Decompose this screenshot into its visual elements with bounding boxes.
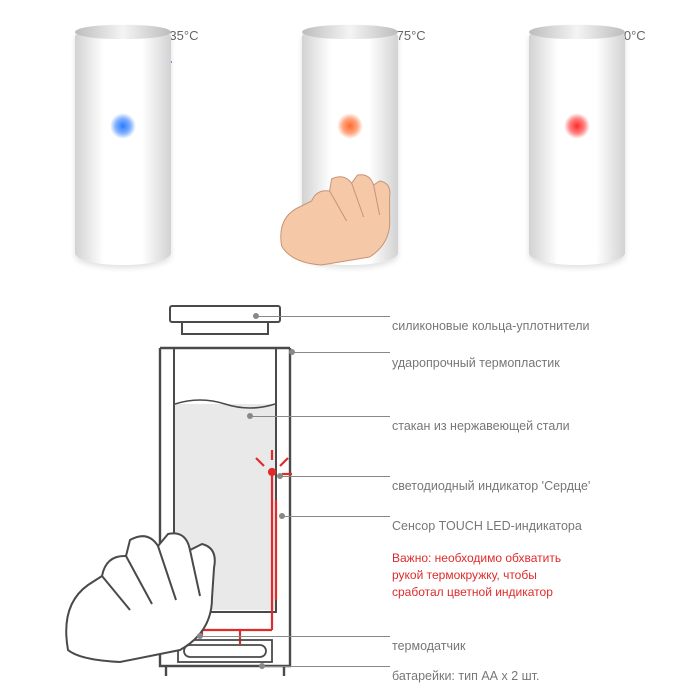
leader-dot <box>289 349 295 355</box>
top-temperature-row: 0°C~35°C 35°C~75°C 75°C~90°C <box>0 0 700 300</box>
diagram-hand-icon <box>60 500 250 670</box>
leader-dot <box>259 663 265 669</box>
label-led: светодиодный индикатор 'Сердце' <box>392 478 590 496</box>
leader-line <box>292 352 390 353</box>
led-dot-warm <box>337 113 363 139</box>
mug-cold <box>18 25 228 265</box>
leader-dot <box>279 513 285 519</box>
leader-line <box>282 516 390 517</box>
led-dot-hot <box>564 113 590 139</box>
label-thermo: термодатчик <box>392 638 465 656</box>
cutaway-diagram: силиконовые кольца-уплотнители ударопроч… <box>0 300 700 700</box>
leader-line <box>256 316 390 317</box>
led-dot-cold <box>110 113 136 139</box>
cylinder <box>75 25 171 265</box>
leader-dot <box>253 313 259 319</box>
leader-dot <box>247 413 253 419</box>
leader-line <box>250 416 390 417</box>
leader-dot <box>197 633 203 639</box>
label-important: Важно: необходимо обхватить рукой термок… <box>392 550 561 600</box>
cylinder <box>302 25 398 265</box>
label-steel: стакан из нержавеющей стали <box>392 418 570 436</box>
label-sensor: Сенсор TOUCH LED-индикатора <box>392 518 582 536</box>
leader-line <box>262 666 390 667</box>
label-seal: силиконовые кольца-уплотнители <box>392 318 589 336</box>
hand-icon <box>272 161 412 271</box>
mug-warm <box>245 25 455 265</box>
leader-dot <box>277 473 283 479</box>
leader-line <box>200 636 390 637</box>
mug-hot <box>472 25 682 265</box>
cylinder <box>529 25 625 265</box>
label-plastic: ударопрочный термопластик <box>392 355 560 373</box>
label-battery: батарейки: тип АА х 2 шт. <box>392 668 539 686</box>
leader-line <box>280 476 390 477</box>
